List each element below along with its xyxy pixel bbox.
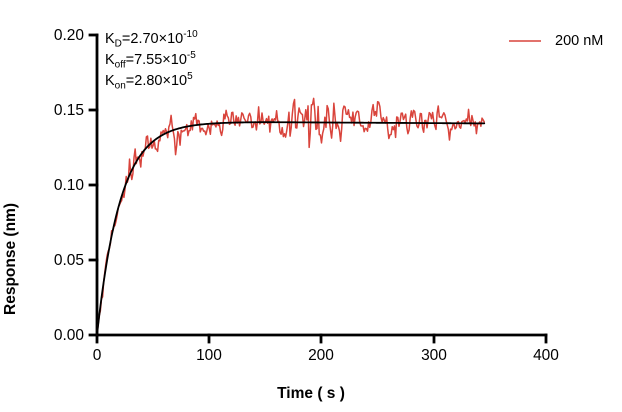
svg-text:0.05: 0.05 [54, 252, 84, 269]
svg-text:100: 100 [196, 347, 222, 364]
svg-text:0.15: 0.15 [54, 102, 84, 119]
svg-text:400: 400 [533, 347, 559, 364]
svg-text:200: 200 [308, 347, 334, 364]
svg-text:0: 0 [93, 347, 102, 364]
svg-text:0.20: 0.20 [54, 27, 85, 44]
svg-text:300: 300 [421, 347, 447, 364]
svg-text:0.10: 0.10 [54, 177, 85, 194]
svg-text:0.00: 0.00 [54, 327, 85, 344]
